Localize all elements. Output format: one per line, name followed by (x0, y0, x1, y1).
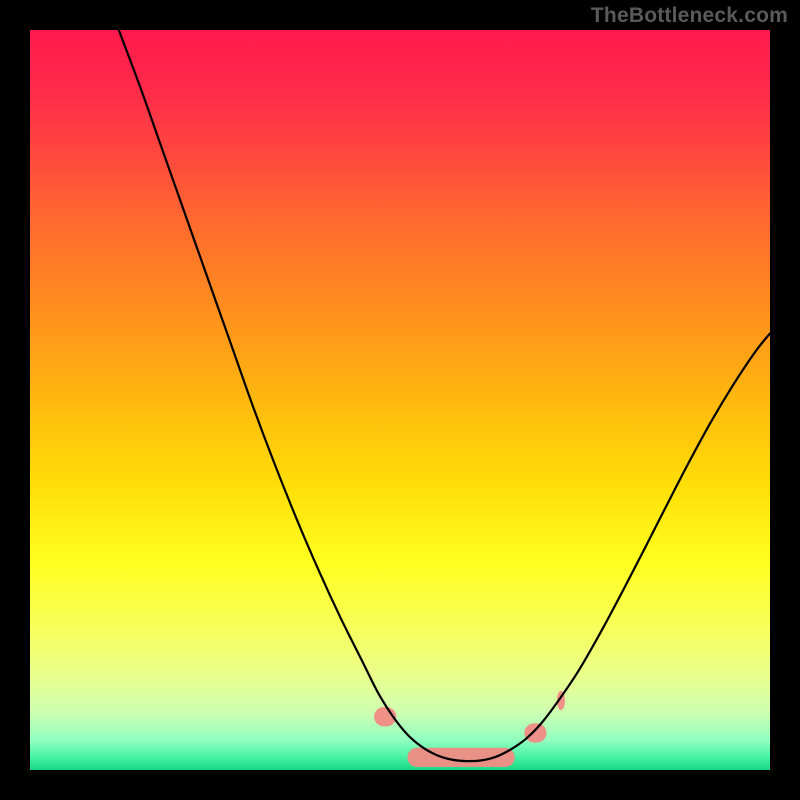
highlight-band (374, 691, 565, 767)
chart-frame: TheBottleneck.com (0, 0, 800, 800)
watermark-text: TheBottleneck.com (591, 4, 788, 28)
plot-svg (30, 30, 770, 770)
bottleneck-curve (119, 30, 770, 761)
gradient-background (30, 30, 770, 770)
plot-area (30, 30, 770, 770)
